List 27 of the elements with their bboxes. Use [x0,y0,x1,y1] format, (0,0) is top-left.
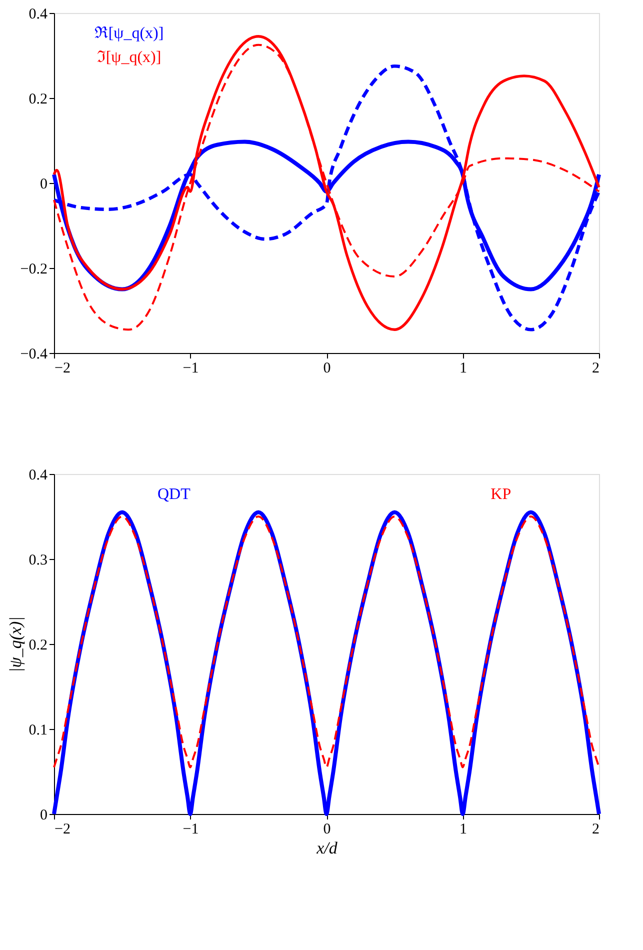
series-label: KP [490,486,512,503]
y-axis-title: |ψ_q(x)| [6,616,25,672]
y-tick-label: 0.4 [28,6,48,22]
x-axis-title: x/d [316,838,338,858]
x-tick-label: 1 [460,360,467,376]
x-tick-label: −2 [54,360,70,376]
x-tick-label: 0 [323,822,331,838]
x-tick-label: −2 [54,822,70,838]
text: ℑ[ψ_q(x)] [96,49,162,66]
y-tick-label: 0.1 [28,722,48,738]
y-tick-label: −0.4 [20,346,48,362]
x-tick-label: 2 [592,360,600,376]
x-tick-label: 0 [323,360,331,376]
x-tick-label: 1 [460,822,467,838]
line-series [53,516,600,768]
y-tick-label: 0.2 [28,638,48,654]
y-tick-label: 0 [40,808,48,824]
y-tick-label: 0.2 [28,92,48,108]
y-tick-label: 0.4 [28,468,48,484]
x-tick-label: −1 [182,360,199,376]
x-tick-label: 2 [592,822,600,838]
y-tick-label: 0 [40,176,48,192]
text: QDT [157,486,191,503]
y-tick-label: −0.2 [20,262,48,278]
y-tick-label: 0.3 [28,552,48,568]
x-tick-label: −1 [182,822,199,838]
text: ℜ[ψ_q(x)] [94,25,164,42]
